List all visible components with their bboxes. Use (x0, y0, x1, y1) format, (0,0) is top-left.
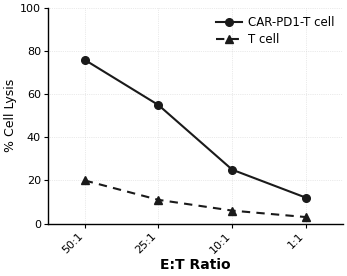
Line: T cell: T cell (81, 177, 310, 221)
Line: CAR-PD1-T cell: CAR-PD1-T cell (81, 56, 310, 201)
T cell (83, 179, 87, 182)
CAR-PD1-T cell (304, 196, 308, 199)
CAR-PD1-T cell (230, 168, 234, 171)
T cell (304, 216, 308, 219)
T cell (230, 209, 234, 212)
CAR-PD1-T cell (156, 104, 161, 107)
X-axis label: E:T Ratio: E:T Ratio (160, 258, 231, 272)
T cell (156, 198, 161, 201)
CAR-PD1-T cell (83, 58, 87, 62)
Legend: CAR-PD1-T cell, T cell: CAR-PD1-T cell, T cell (214, 14, 337, 48)
Y-axis label: % Cell Lysis: % Cell Lysis (4, 79, 17, 152)
